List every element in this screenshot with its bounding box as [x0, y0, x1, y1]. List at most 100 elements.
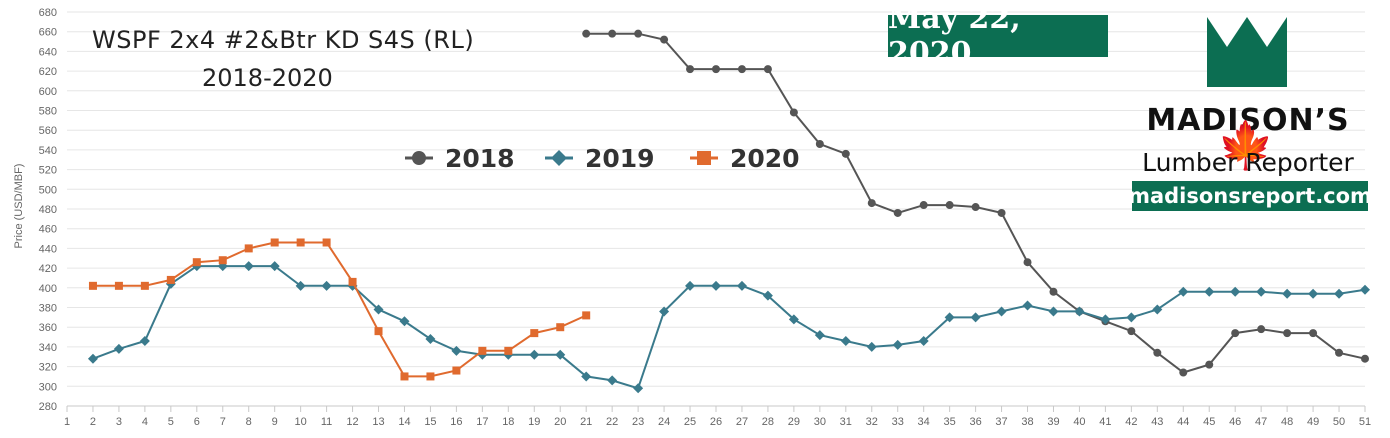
legend-marker-2019: [551, 150, 567, 166]
title-line-1: WSPF 2x4 #2&Btr KD S4S (RL): [92, 26, 475, 54]
data-point-2018: [1049, 287, 1058, 296]
data-point-2018: [997, 208, 1006, 217]
data-point-2019: [1178, 286, 1189, 297]
x-tick-label: 12: [346, 416, 358, 428]
legend-label-2018: 2018: [445, 144, 515, 173]
x-tick-label: 29: [788, 416, 800, 428]
data-point-2019: [892, 339, 903, 350]
x-tick-label: 27: [736, 416, 748, 428]
x-tick-label: 31: [840, 416, 852, 428]
y-tick-label: 540: [39, 145, 57, 157]
y-tick-label: 460: [39, 224, 57, 236]
data-point-2019: [1126, 312, 1137, 323]
data-point-2020: [296, 238, 305, 247]
data-point-2020: [556, 323, 565, 332]
x-tick-label: 39: [1047, 416, 1059, 428]
y-tick-label: 500: [39, 184, 57, 196]
y-tick-label: 580: [39, 106, 57, 118]
data-point-2020: [400, 372, 409, 381]
data-point-2019: [1256, 286, 1267, 297]
x-tick-label: 1: [64, 416, 70, 428]
x-tick-label: 24: [658, 416, 670, 428]
x-tick-label: 25: [684, 416, 696, 428]
legend-label-2020: 2020: [730, 144, 800, 173]
y-tick-label: 320: [39, 362, 57, 374]
data-point-2020: [530, 329, 539, 338]
legend-marker-2020: [697, 151, 711, 165]
x-tick-label: 21: [580, 416, 592, 428]
data-point-2019: [399, 316, 410, 327]
data-point-2020: [140, 281, 149, 290]
y-tick-label: 400: [39, 283, 57, 295]
data-point-2018: [634, 29, 643, 38]
data-point-2019: [814, 330, 825, 341]
data-point-2019: [555, 349, 566, 360]
y-tick-label: 660: [39, 27, 57, 39]
x-tick-label: 30: [814, 416, 826, 428]
data-point-2018: [1283, 329, 1292, 338]
data-point-2019: [269, 261, 280, 272]
maple-leaf-icon: 🍁: [1217, 119, 1275, 171]
axis-layer: 2803003203403603804004204404604805005205…: [39, 7, 1371, 428]
data-point-2020: [348, 277, 357, 286]
legend-marker-2018: [412, 151, 426, 165]
x-tick-label: 10: [295, 416, 307, 428]
data-point-2019: [1334, 288, 1345, 299]
x-tick-label: 20: [554, 416, 566, 428]
y-tick-label: 600: [39, 86, 57, 98]
x-tick-label: 3: [116, 416, 122, 428]
data-point-2018: [660, 35, 669, 44]
x-tick-label: 48: [1281, 416, 1293, 428]
x-tick-label: 22: [606, 416, 618, 428]
data-point-2019: [1282, 288, 1293, 299]
y-tick-label: 420: [39, 263, 57, 275]
data-point-2018: [608, 29, 617, 38]
data-point-2019: [451, 345, 462, 356]
x-tick-label: 15: [424, 416, 436, 428]
x-tick-label: 26: [710, 416, 722, 428]
data-point-2018: [1257, 325, 1266, 334]
y-tick-label: 480: [39, 204, 57, 216]
x-tick-label: 5: [168, 416, 174, 428]
y-tick-label: 560: [39, 125, 57, 137]
x-tick-label: 11: [321, 416, 332, 428]
title-line-2: 2018-2020: [202, 64, 333, 92]
y-tick-label: 620: [39, 66, 57, 78]
data-point-2019: [1074, 306, 1085, 317]
data-point-2020: [270, 238, 279, 247]
data-point-2019: [529, 349, 540, 360]
data-point-2019: [918, 335, 929, 346]
data-point-2019: [295, 280, 306, 291]
data-point-2020: [114, 281, 123, 290]
x-tick-label: 6: [194, 416, 200, 428]
legend: 2018 2019 2020: [405, 144, 800, 173]
data-point-2018: [945, 201, 954, 210]
data-point-2020: [478, 346, 487, 355]
x-tick-label: 18: [502, 416, 514, 428]
data-point-2018: [1205, 360, 1214, 369]
data-point-2018: [841, 149, 850, 158]
data-point-2019: [1022, 300, 1033, 311]
x-tick-label: 28: [762, 416, 774, 428]
x-tick-label: 8: [246, 416, 252, 428]
data-point-2018: [737, 65, 746, 74]
data-point-2018: [971, 203, 980, 212]
data-point-2019: [996, 306, 1007, 317]
x-tick-label: 50: [1333, 416, 1345, 428]
data-point-2018: [686, 65, 695, 74]
x-tick-label: 34: [918, 416, 930, 428]
x-tick-label: 38: [1021, 416, 1033, 428]
y-tick-label: 380: [39, 303, 57, 315]
series-2020: [88, 238, 591, 381]
madisons-logo-icon: [1207, 17, 1287, 87]
y-tick-label: 280: [39, 401, 57, 413]
data-point-2020: [374, 327, 383, 336]
data-point-2019: [87, 353, 98, 364]
data-point-2020: [504, 346, 513, 355]
data-point-2018: [1179, 368, 1188, 377]
site-url[interactable]: madisonsreport.com: [1128, 181, 1372, 211]
data-point-2020: [192, 258, 201, 267]
data-point-2019: [1152, 304, 1163, 315]
series-line-2020: [93, 241, 587, 378]
